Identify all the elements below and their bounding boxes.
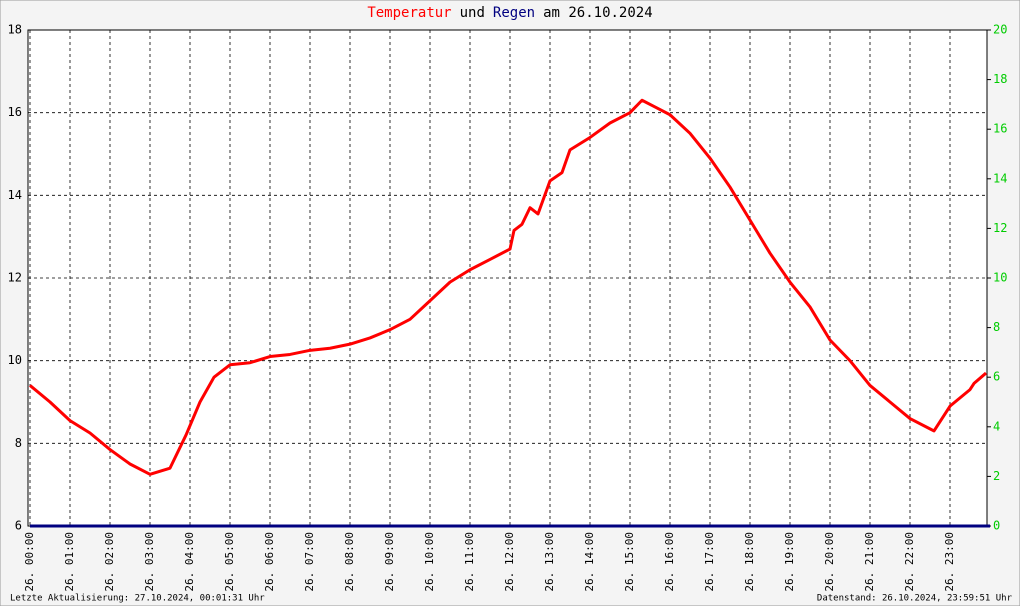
y-tick-label: 14	[8, 188, 22, 202]
y-tick-label: 18	[8, 23, 22, 37]
title-part: Regen	[493, 5, 535, 21]
y2-tick-label: 18	[993, 72, 1007, 86]
series-line	[29, 98, 987, 476]
y-tick-label: 8	[15, 436, 22, 450]
footer-right: Datenstand: 26.10.2024, 23:59:51 Uhr	[817, 594, 1013, 604]
plot-area	[28, 30, 987, 526]
y2-tick-label: 0	[993, 519, 1000, 533]
x-tick-label: 26. 18:00	[743, 532, 756, 592]
x-tick-label: 26. 01:00	[63, 532, 76, 592]
y2-tick-label: 10	[993, 271, 1007, 285]
x-tick-label: 26. 10:00	[423, 532, 436, 592]
y-tick-label: 12	[8, 271, 22, 285]
y-tick-label: 6	[15, 519, 22, 533]
x-tick-label: 26. 22:00	[903, 532, 916, 592]
y2-tick-label: 4	[993, 419, 1000, 433]
footer-left: Letzte Aktualisierung: 27.10.2024, 00:01…	[10, 594, 265, 604]
y2-tick-label: 16	[993, 122, 1007, 136]
x-tick-label: 26. 20:00	[823, 532, 836, 592]
x-tick-label: 26. 06:00	[263, 532, 276, 592]
x-tick-label: 26. 08:00	[343, 532, 356, 592]
title-part: und	[460, 5, 485, 21]
title-part: am 26.10.2024	[543, 5, 653, 21]
x-tick-label: 26. 21:00	[863, 532, 876, 592]
chart-title: Temperatur und Regen am 26.10.2024	[367, 5, 652, 21]
x-tick-label: 26. 19:00	[783, 532, 796, 592]
title-part: Temperatur	[367, 5, 451, 21]
x-tick-label: 26. 13:00	[543, 532, 556, 592]
y-tick-label: 10	[8, 353, 22, 367]
y2-tick-label: 2	[993, 469, 1000, 483]
x-tick-label: 26. 14:00	[583, 532, 596, 592]
x-tick-label: 26. 07:00	[303, 532, 316, 592]
y2-tick-label: 12	[993, 221, 1007, 235]
x-tick-label: 26. 15:00	[623, 532, 636, 592]
y-tick-label: 16	[8, 105, 22, 119]
x-tick-label: 26. 03:00	[143, 532, 156, 592]
y2-tick-label: 14	[993, 171, 1007, 185]
x-tick-label: 26. 12:00	[503, 532, 516, 592]
x-tick-label: 26. 04:00	[183, 532, 196, 592]
x-tick-label: 26. 00:00	[23, 532, 36, 592]
x-tick-label: 26. 23:00	[943, 532, 956, 592]
y2-tick-label: 20	[993, 23, 1007, 37]
x-tick-label: 26. 09:00	[383, 532, 396, 592]
x-tick-label: 26. 17:00	[703, 532, 716, 592]
y2-tick-label: 6	[993, 370, 1000, 384]
y2-tick-label: 8	[993, 320, 1000, 334]
x-tick-label: 26. 02:00	[103, 532, 116, 592]
x-tick-label: 26. 05:00	[223, 532, 236, 592]
x-tick-label: 26. 16:00	[663, 532, 676, 592]
x-tick-label: 26. 11:00	[463, 532, 476, 592]
